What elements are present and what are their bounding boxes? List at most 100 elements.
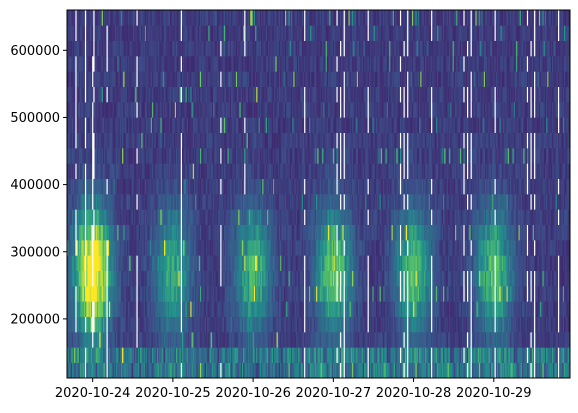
heatmap-cell xyxy=(98,286,100,302)
heatmap-cell xyxy=(307,56,310,72)
heatmap-cell xyxy=(211,240,214,256)
heatmap-cell xyxy=(301,40,304,57)
heatmap-cell xyxy=(74,132,76,149)
heatmap-cell xyxy=(82,148,85,164)
heatmap-cell xyxy=(306,347,309,364)
heatmap-cell xyxy=(142,286,144,302)
heatmap-cell xyxy=(245,117,247,134)
heatmap-cell xyxy=(243,40,245,57)
heatmap-cell xyxy=(259,270,262,287)
heatmap-cell xyxy=(150,10,153,26)
heatmap-cell xyxy=(223,71,226,88)
heatmap-cell xyxy=(274,148,276,164)
heatmap-cell xyxy=(288,316,291,333)
heatmap-cell xyxy=(101,40,104,57)
heatmap-cell xyxy=(153,332,155,348)
heatmap-cell xyxy=(283,86,286,103)
heatmap-cell xyxy=(144,148,147,164)
heatmap-cell xyxy=(80,240,82,256)
heatmap-cell xyxy=(74,194,76,210)
heatmap-cell xyxy=(78,148,81,164)
heatmap-cell xyxy=(146,117,148,134)
heatmap-cell xyxy=(289,240,292,256)
heatmap-cell xyxy=(126,132,129,149)
heatmap-cell xyxy=(147,71,149,88)
heatmap-cell xyxy=(229,25,232,42)
heatmap-cell xyxy=(117,347,119,364)
heatmap-cell xyxy=(290,332,293,348)
heatmap-cell xyxy=(215,224,218,241)
heatmap-cell xyxy=(122,255,124,272)
heatmap-cell xyxy=(177,40,179,57)
heatmap-cell xyxy=(146,362,148,379)
heatmap-cell xyxy=(255,148,257,164)
heatmap-cell xyxy=(199,56,202,72)
heatmap-cell xyxy=(78,132,81,149)
heatmap-cell xyxy=(148,102,150,118)
heatmap-cell xyxy=(167,102,170,118)
heatmap-cell xyxy=(129,270,131,287)
heatmap-cell xyxy=(294,102,297,118)
heatmap-cell xyxy=(138,25,141,42)
heatmap-cell xyxy=(209,71,212,88)
heatmap-cell xyxy=(178,316,180,333)
heatmap-cell xyxy=(257,56,259,72)
heatmap-cell xyxy=(299,332,301,348)
heatmap-cell xyxy=(241,209,244,226)
heatmap-cell xyxy=(280,224,282,241)
heatmap-cell xyxy=(259,178,262,195)
heatmap-cell xyxy=(135,286,137,302)
heatmap-cell xyxy=(173,224,176,241)
heatmap-cell xyxy=(118,301,121,318)
heatmap-cell xyxy=(156,148,159,164)
heatmap-cell xyxy=(123,255,125,272)
heatmap-cell xyxy=(140,347,142,364)
heatmap-cell xyxy=(298,209,300,226)
heatmap-cell xyxy=(209,148,212,164)
heatmap-cell xyxy=(181,332,184,348)
heatmap-cell xyxy=(261,301,263,318)
heatmap-cell xyxy=(68,240,70,256)
heatmap-cell xyxy=(205,301,208,318)
heatmap-cell xyxy=(93,102,95,118)
heatmap-cell xyxy=(283,347,286,364)
heatmap-cell xyxy=(142,332,144,348)
heatmap-cell xyxy=(71,255,74,272)
heatmap-cell xyxy=(217,301,220,318)
heatmap-cell xyxy=(220,332,222,348)
heatmap-cell xyxy=(104,148,106,164)
heatmap-cell xyxy=(261,71,263,88)
heatmap-cell xyxy=(178,163,180,180)
heatmap-cell xyxy=(68,56,70,72)
heatmap-cell xyxy=(161,163,164,180)
heatmap-cell xyxy=(219,102,221,118)
heatmap-cell xyxy=(306,117,309,134)
heatmap-cell xyxy=(108,132,111,149)
heatmap-cell xyxy=(101,194,104,210)
heatmap-cell xyxy=(83,25,86,42)
heatmap-cell xyxy=(227,194,230,210)
heatmap-cell xyxy=(178,25,180,42)
heatmap-cell xyxy=(88,270,91,287)
heatmap-cell xyxy=(233,148,236,164)
heatmap-cell xyxy=(282,56,285,72)
heatmap-cell xyxy=(114,102,117,118)
heatmap-cell xyxy=(271,286,274,302)
heatmap-cell xyxy=(187,209,190,226)
heatmap-cell xyxy=(87,301,89,318)
heatmap-cell xyxy=(281,362,283,379)
heatmap-cell xyxy=(81,132,83,149)
heatmap-cell xyxy=(215,347,218,364)
heatmap-cell xyxy=(292,71,294,88)
heatmap-cell xyxy=(190,148,192,164)
heatmap-cell xyxy=(282,316,285,333)
heatmap-cell xyxy=(154,25,156,42)
heatmap-cell xyxy=(240,117,243,134)
heatmap-cell xyxy=(161,194,164,210)
heatmap-cell xyxy=(113,301,116,318)
heatmap-cell xyxy=(183,255,185,272)
heatmap-cell xyxy=(168,332,171,348)
heatmap-cell xyxy=(251,362,253,379)
heatmap-cell xyxy=(108,148,111,164)
heatmap-cell xyxy=(135,209,137,226)
